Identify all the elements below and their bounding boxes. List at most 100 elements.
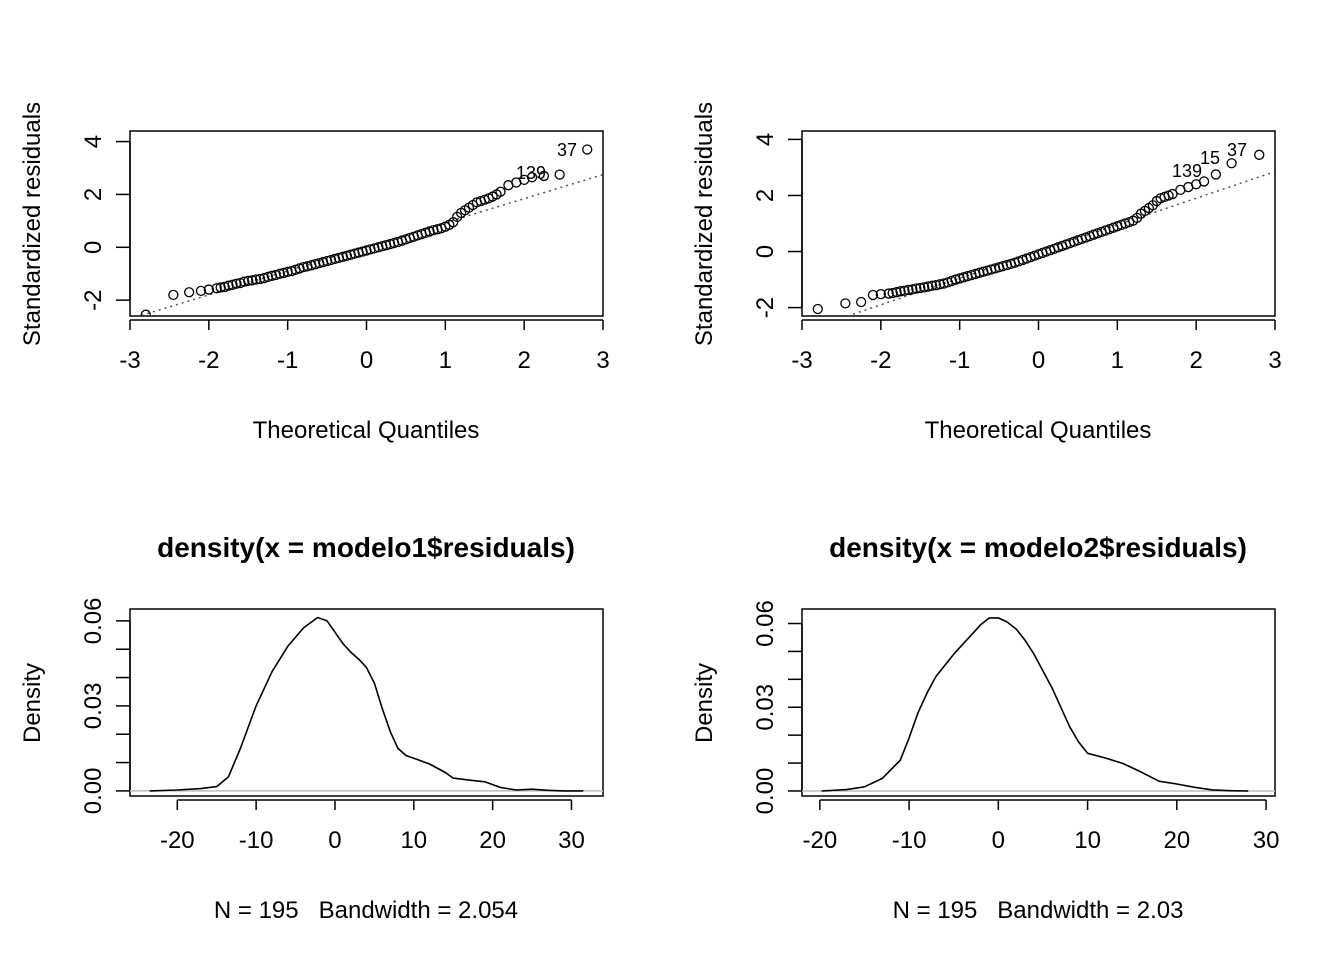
- data-point: [345, 249, 356, 260]
- y-tick-label: 0.03: [80, 683, 107, 730]
- y-tick-label: 0.06: [80, 598, 107, 645]
- data-point: [357, 246, 368, 257]
- data-point: [223, 280, 234, 291]
- data-point: [812, 303, 823, 315]
- x-tick-label: -10: [892, 827, 927, 854]
- y-tick-label: 0.06: [752, 600, 779, 647]
- data-point: [907, 284, 918, 295]
- data-point: [867, 289, 879, 301]
- data-point: [250, 274, 262, 285]
- x-tick-label: -3: [119, 347, 140, 374]
- x-tick-label: 20: [479, 827, 506, 854]
- data-point: [274, 268, 285, 279]
- data-point: [934, 279, 946, 290]
- x-tick-label: 0: [992, 827, 1005, 854]
- plot-frame: [129, 130, 604, 317]
- data-point: [168, 289, 179, 301]
- x-axis-title: N = 195 Bandwidth = 2.054: [214, 897, 518, 924]
- plot-area: [130, 616, 603, 792]
- chart-title: density(x = modelo2$residuals): [829, 532, 1247, 563]
- data-point: [215, 282, 226, 293]
- x-tick-label: -1: [949, 347, 970, 374]
- x-tick-label: -2: [198, 347, 219, 374]
- data-point: [381, 240, 392, 251]
- x-tick-label: 3: [1268, 347, 1281, 374]
- y-tick-label: 0.00: [752, 768, 779, 815]
- y-tick-label: 0: [752, 245, 779, 258]
- point-label-37: 37: [1227, 140, 1247, 160]
- x-axis-title: Theoretical Quantiles: [925, 417, 1152, 444]
- data-point: [915, 282, 926, 294]
- qq-plot-1: Theoretical Quantiles Standardized resid…: [19, 102, 610, 444]
- data-point: [526, 172, 538, 183]
- data-point: [384, 238, 396, 250]
- data-point: [428, 224, 439, 236]
- data-point: [325, 254, 337, 266]
- plot-area: [802, 617, 1275, 792]
- data-point: [321, 255, 333, 267]
- data-point: [243, 275, 254, 287]
- x-tick-label: 0: [328, 827, 341, 854]
- data-point: [203, 284, 214, 295]
- data-point: [365, 244, 376, 255]
- y-tick-label: 2: [752, 189, 779, 202]
- data-point: [554, 169, 565, 180]
- x-tick-label: 1: [1111, 347, 1124, 374]
- chart-title: density(x = modelo1$residuals): [157, 532, 575, 563]
- data-point: [353, 247, 364, 258]
- data-point: [298, 261, 309, 273]
- data-point: [930, 280, 942, 291]
- y-tick-label: 0.03: [752, 684, 779, 731]
- data-point: [306, 260, 317, 271]
- x-tick-label: 3: [596, 347, 609, 374]
- point-label-139: 139: [1172, 161, 1202, 181]
- data-point: [310, 259, 321, 270]
- x-tick-label: 10: [400, 827, 427, 854]
- data-point: [495, 186, 506, 197]
- data-point: [349, 248, 360, 259]
- data-point: [341, 250, 352, 261]
- data-point: [231, 278, 242, 289]
- qq-plot-2: Theoretical Quantiles Standardized resid…: [691, 102, 1282, 444]
- data-point: [1254, 149, 1265, 160]
- plot-area: [136, 144, 603, 316]
- y-tick-label: -2: [80, 289, 107, 310]
- data-point: [922, 281, 934, 292]
- data-point: [369, 243, 380, 254]
- point-label-37: 37: [557, 140, 577, 160]
- x-tick-label: 0: [1032, 347, 1045, 374]
- y-tick-label: 4: [80, 135, 107, 148]
- y-axis-title: Standardized residuals: [19, 102, 46, 346]
- data-point: [333, 252, 345, 264]
- x-tick-label: -20: [160, 827, 195, 854]
- x-axis-title: Theoretical Quantiles: [253, 417, 480, 444]
- density-plot-1: density(x = modelo1$residuals) N = 195 B…: [19, 532, 604, 924]
- density-curve: [149, 616, 584, 792]
- data-point: [140, 309, 151, 316]
- data-point: [211, 283, 222, 294]
- density-curve: [821, 617, 1249, 792]
- data-point: [373, 242, 384, 253]
- data-point: [919, 282, 930, 293]
- data-point: [377, 241, 388, 252]
- data-point: [895, 286, 906, 297]
- x-tick-label: 2: [1189, 347, 1202, 374]
- data-point: [883, 288, 894, 299]
- data-point: [254, 273, 266, 285]
- data-point: [282, 266, 293, 278]
- x-tick-label: 20: [1163, 827, 1190, 854]
- y-axis-title: Density: [19, 663, 46, 743]
- data-point: [887, 287, 898, 299]
- data-point: [262, 271, 274, 283]
- data-point: [840, 298, 851, 309]
- x-tick-label: 10: [1074, 827, 1101, 854]
- data-point: [855, 296, 867, 308]
- x-tick-label: -10: [239, 827, 274, 854]
- plot-frame: [129, 608, 604, 797]
- data-point: [247, 275, 258, 286]
- data-point: [911, 283, 922, 294]
- x-tick-label: 30: [558, 827, 585, 854]
- x-tick-label: -1: [277, 347, 298, 374]
- x-tick-label: 0: [360, 347, 373, 374]
